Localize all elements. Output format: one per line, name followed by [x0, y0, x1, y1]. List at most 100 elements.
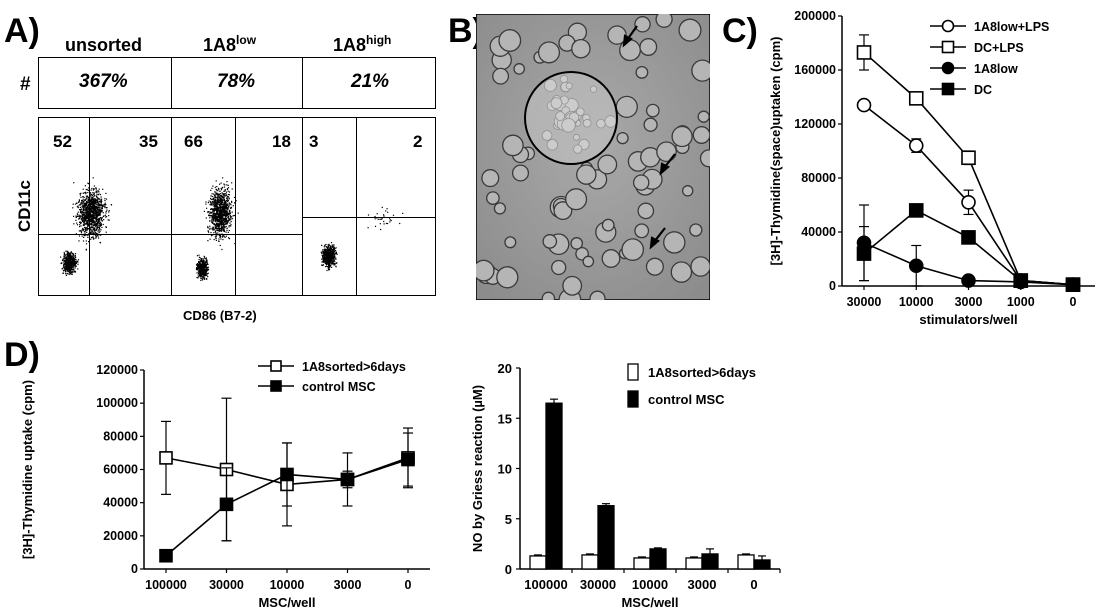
cell	[632, 174, 650, 191]
event-dot	[326, 254, 328, 256]
event-dot	[80, 192, 82, 194]
event-dot	[333, 253, 335, 255]
event-dot	[226, 184, 228, 186]
event-dot	[196, 269, 198, 271]
event-dot	[68, 270, 71, 272]
event-dot	[90, 189, 92, 191]
event-dot	[68, 266, 70, 268]
event-dot	[68, 268, 70, 271]
event-dot	[71, 271, 73, 273]
y-axis-label: [3H]-Thymidine(space)uptaken (cpm)	[768, 37, 783, 266]
event-dot	[214, 199, 216, 201]
cell	[504, 236, 517, 249]
event-dot	[218, 193, 220, 196]
event-dot	[228, 237, 230, 239]
event-dot	[202, 270, 204, 272]
event-dot	[92, 198, 94, 200]
event-dot	[91, 215, 93, 218]
event-dot	[89, 201, 91, 203]
event-dot	[69, 254, 72, 256]
event-dot	[329, 266, 331, 268]
event-dot	[81, 205, 83, 207]
event-dot	[77, 205, 79, 207]
event-dot	[82, 221, 84, 223]
event-dot	[72, 257, 74, 259]
event-dot	[98, 208, 100, 210]
event-dot	[74, 267, 76, 269]
event-dot	[213, 203, 215, 205]
event-dot	[220, 213, 222, 215]
event-dot	[200, 268, 202, 270]
event-dot	[217, 210, 219, 212]
event-dot	[85, 218, 87, 220]
event-dot	[218, 193, 220, 195]
event-dot	[325, 259, 327, 261]
event-dot	[199, 268, 201, 270]
event-dot	[97, 205, 99, 207]
event-dot	[214, 208, 216, 210]
event-dot	[61, 259, 63, 262]
event-dot	[210, 208, 212, 210]
event-dot	[214, 226, 216, 228]
event-dot	[198, 269, 200, 271]
event-dot	[207, 240, 209, 242]
event-dot	[222, 215, 224, 217]
event-dot	[85, 222, 87, 225]
event-dot	[334, 248, 336, 250]
event-dot	[201, 259, 203, 261]
event-dot	[322, 250, 324, 252]
event-dot	[219, 183, 221, 185]
event-dot	[75, 256, 77, 258]
event-dot	[65, 254, 67, 256]
event-dot	[206, 207, 208, 209]
event-dot	[230, 224, 232, 226]
event-dot	[220, 224, 223, 226]
y-tick-label: 160000	[794, 63, 836, 77]
event-dot	[66, 252, 68, 254]
event-dot	[237, 212, 239, 214]
event-dot	[213, 208, 215, 210]
event-dot	[328, 261, 330, 263]
event-dot	[78, 218, 80, 220]
event-dot	[81, 200, 83, 202]
event-dot	[87, 224, 89, 226]
event-dot	[71, 252, 73, 254]
event-dot	[385, 210, 387, 212]
event-dot	[216, 226, 218, 228]
event-dot	[78, 199, 80, 201]
event-dot	[103, 219, 105, 221]
event-dot	[228, 202, 230, 204]
event-dot	[95, 195, 97, 197]
event-dot	[323, 258, 325, 260]
event-dot	[198, 261, 200, 263]
event-dot	[204, 271, 206, 273]
event-dot	[106, 216, 108, 218]
event-dot	[71, 262, 73, 264]
event-dot	[97, 235, 99, 237]
event-dot	[77, 263, 79, 265]
event-dot	[210, 197, 212, 200]
event-dot	[83, 203, 85, 205]
event-dot	[221, 195, 223, 197]
event-dot	[206, 269, 208, 271]
event-dot	[328, 244, 330, 246]
event-dot	[219, 234, 222, 236]
event-dot	[220, 182, 222, 184]
event-dot	[61, 268, 63, 270]
event-dot	[90, 237, 93, 239]
event-dot	[101, 207, 103, 209]
event-dot	[327, 258, 329, 260]
event-dot	[333, 259, 335, 261]
event-dot	[213, 229, 215, 231]
event-dot	[82, 200, 84, 202]
event-dot	[215, 204, 217, 207]
event-dot	[68, 259, 70, 261]
event-dot	[67, 259, 69, 261]
event-dot	[86, 198, 88, 200]
event-dot	[72, 260, 74, 262]
event-dot	[62, 270, 65, 272]
event-dot	[73, 270, 75, 272]
event-dot	[230, 218, 232, 220]
event-dot	[86, 209, 88, 211]
